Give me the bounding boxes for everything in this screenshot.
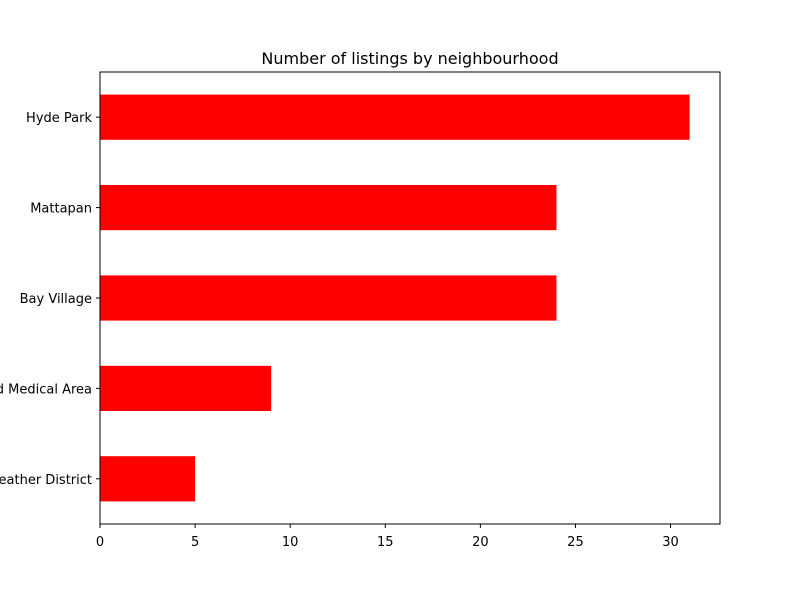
- x-tick-label: 10: [282, 535, 299, 550]
- y-tick-label: Mattapan: [30, 202, 92, 217]
- bars-layer: [100, 94, 690, 502]
- x-tick-label: 0: [96, 535, 104, 550]
- bar-mattapan: [100, 185, 557, 231]
- bar-bay-village: [100, 275, 557, 321]
- y-tick-label: Leather District: [0, 473, 92, 488]
- y-axis: Hyde Park Mattapan Bay Village Longwood Med…: [0, 111, 100, 488]
- x-tick-label: 30: [662, 535, 679, 550]
- bar-leather-district: [100, 456, 196, 502]
- chart-title: Number of listings by neighbourhood: [261, 49, 558, 68]
- bar-longwood-medical-area: [100, 365, 272, 411]
- x-tick-label: 5: [191, 535, 199, 550]
- plot-frame: [99, 71, 721, 525]
- bar-hyde-park: [100, 94, 690, 140]
- x-tick-label: 20: [472, 535, 489, 550]
- y-tick-label: Longwood Medical Area: [0, 382, 92, 397]
- x-tick-label: 15: [377, 535, 394, 550]
- x-axis: 0 5 10 15 20 25 30: [96, 524, 679, 550]
- y-tick-label: Hyde Park: [26, 111, 92, 126]
- y-tick-label: Bay Village: [20, 292, 92, 307]
- x-tick-label: 25: [567, 535, 584, 550]
